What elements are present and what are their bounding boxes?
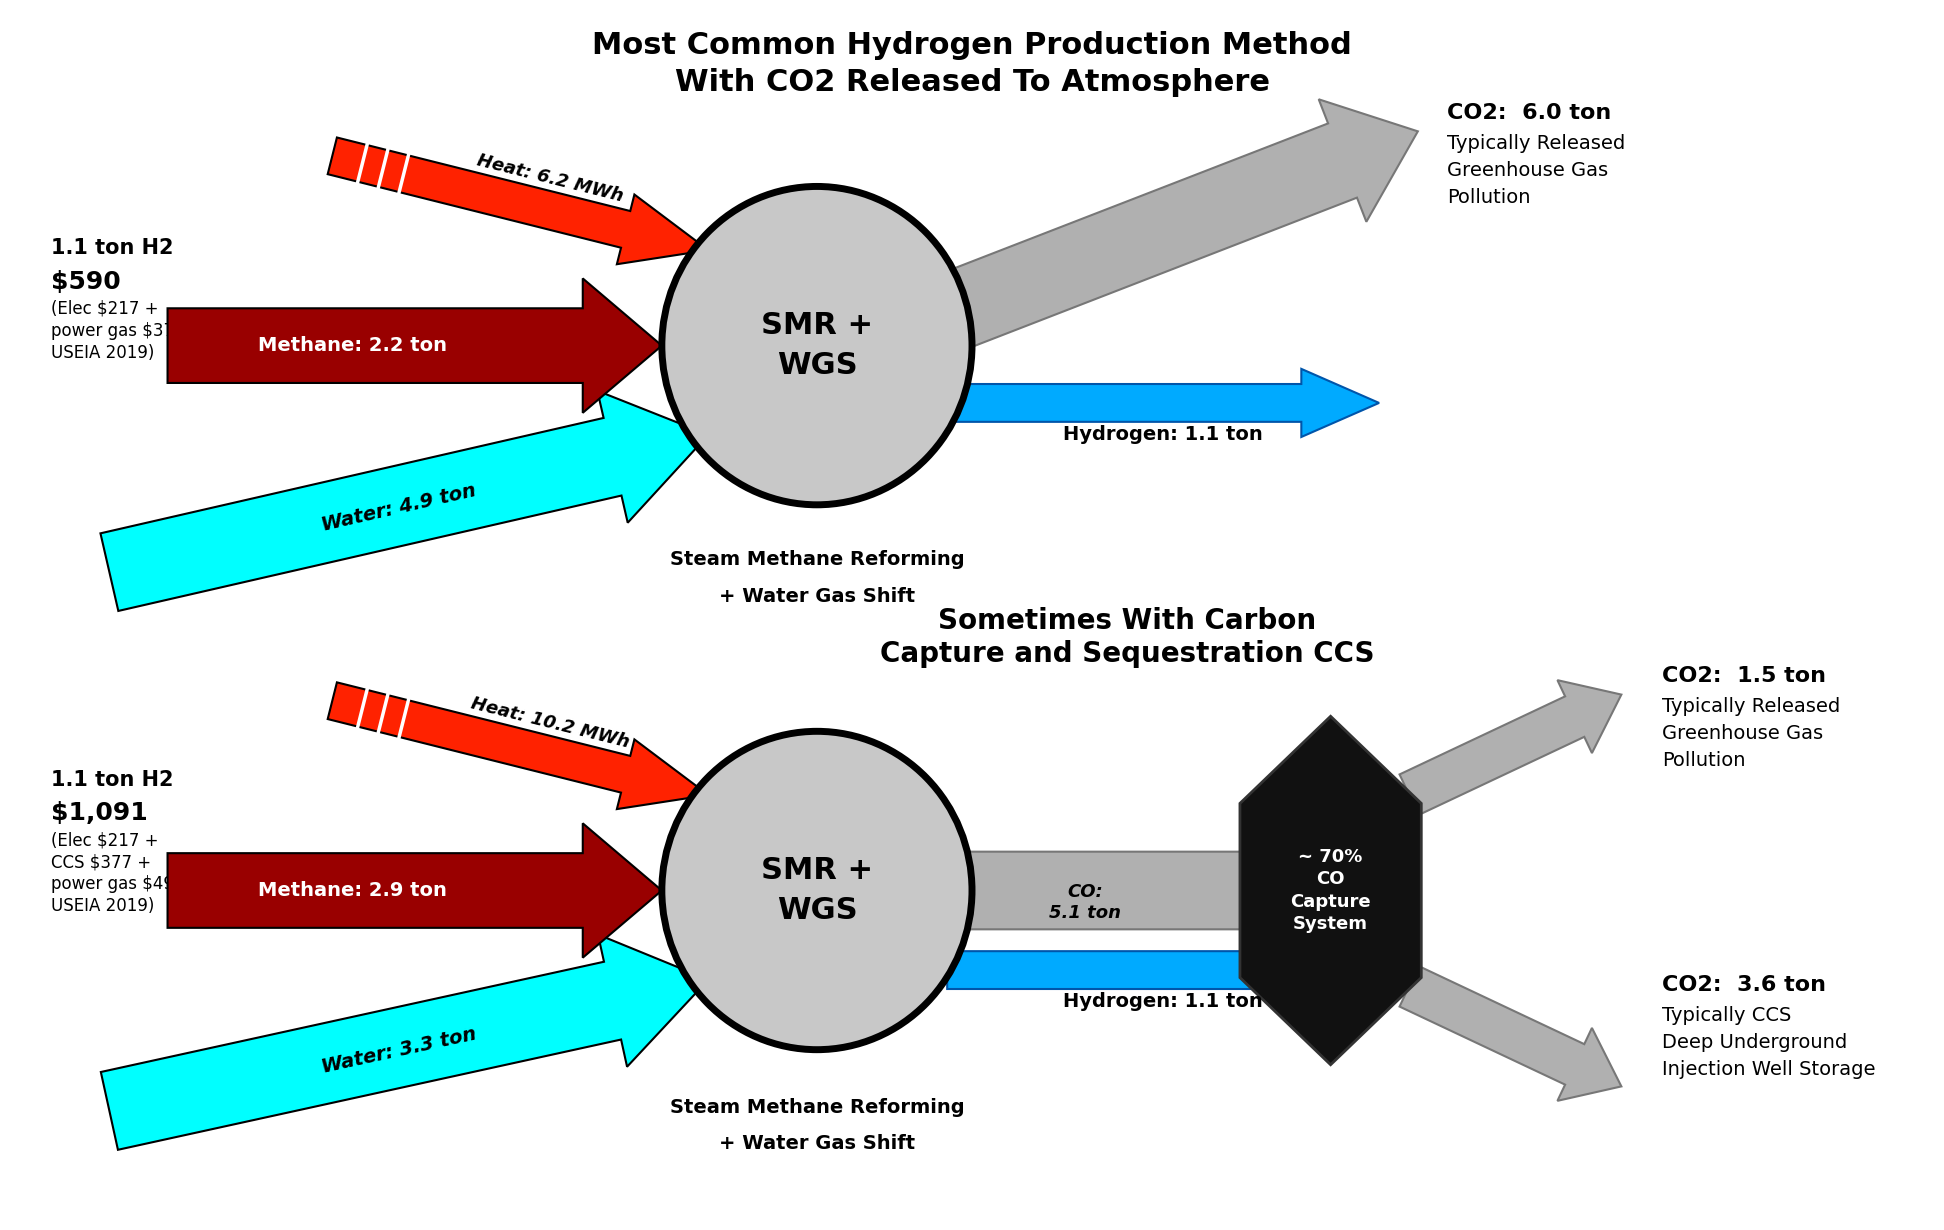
Polygon shape (101, 391, 708, 611)
Text: Hydrogen: 1.1 ton: Hydrogen: 1.1 ton (1063, 426, 1264, 444)
Text: Water: 4.9 ton: Water: 4.9 ton (321, 481, 478, 535)
Text: 1.1 ton H2: 1.1 ton H2 (51, 770, 173, 791)
Text: CO2:  6.0 ton: CO2: 6.0 ton (1446, 103, 1612, 123)
Text: $1,091: $1,091 (51, 802, 148, 825)
Polygon shape (947, 851, 1275, 930)
Text: Greenhouse Gas: Greenhouse Gas (1662, 724, 1823, 743)
Text: Typically CCS: Typically CCS (1662, 1006, 1792, 1025)
Text: Typically Released: Typically Released (1446, 134, 1625, 153)
Text: Capture and Sequestration CCS: Capture and Sequestration CCS (881, 640, 1374, 668)
Polygon shape (329, 683, 708, 809)
Text: Steam Methane Reforming: Steam Methane Reforming (669, 1097, 964, 1117)
Polygon shape (101, 935, 708, 1150)
Text: Greenhouse Gas: Greenhouse Gas (1446, 161, 1608, 180)
Text: CCS $377 +: CCS $377 + (51, 854, 152, 871)
Text: Steam Methane Reforming: Steam Methane Reforming (669, 550, 964, 569)
Polygon shape (167, 278, 661, 413)
Text: CO:
5.1 ton: CO: 5.1 ton (1050, 883, 1122, 921)
Text: Methane: 2.2 ton: Methane: 2.2 ton (259, 336, 447, 355)
Text: Heat: 10.2 MWh: Heat: 10.2 MWh (469, 695, 632, 752)
Text: Heat: 6.2 MWh: Heat: 6.2 MWh (474, 151, 626, 205)
Text: Methane: 2.9 ton: Methane: 2.9 ton (259, 881, 447, 900)
Polygon shape (167, 823, 661, 958)
Polygon shape (947, 936, 1378, 1004)
Text: Typically Released: Typically Released (1662, 697, 1841, 716)
Text: + Water Gas Shift: + Water Gas Shift (719, 587, 916, 606)
Text: Sometimes With Carbon: Sometimes With Carbon (939, 608, 1316, 635)
Text: (Elec $217 +: (Elec $217 + (51, 300, 159, 317)
Text: Deep Underground: Deep Underground (1662, 1033, 1847, 1052)
Text: Water: 3.3 ton: Water: 3.3 ton (319, 1025, 478, 1076)
Text: power gas $497: power gas $497 (51, 876, 185, 893)
Ellipse shape (661, 732, 972, 1049)
Text: USEIA 2019): USEIA 2019) (51, 898, 156, 915)
Text: Pollution: Pollution (1662, 752, 1746, 770)
Polygon shape (1400, 680, 1621, 815)
Polygon shape (329, 138, 708, 264)
Text: Hydrogen: 1.1 ton: Hydrogen: 1.1 ton (1063, 993, 1264, 1011)
Text: CO2:  3.6 ton: CO2: 3.6 ton (1662, 975, 1825, 995)
Polygon shape (933, 100, 1417, 351)
Text: SMR +
WGS: SMR + WGS (760, 856, 873, 925)
Text: 1.1 ton H2: 1.1 ton H2 (51, 237, 173, 257)
Text: $590: $590 (51, 269, 121, 294)
Text: With CO2 Released To Atmosphere: With CO2 Released To Atmosphere (675, 68, 1269, 97)
Text: ~ 70%
CO
Capture
System: ~ 70% CO Capture System (1291, 849, 1371, 932)
Text: (Elec $217 +: (Elec $217 + (51, 831, 159, 849)
Ellipse shape (661, 187, 972, 504)
Text: CO2:  1.5 ton: CO2: 1.5 ton (1662, 667, 1825, 686)
Text: Pollution: Pollution (1446, 188, 1530, 207)
Polygon shape (947, 369, 1378, 437)
Text: Most Common Hydrogen Production Method: Most Common Hydrogen Production Method (593, 31, 1351, 60)
Text: power gas $373: power gas $373 (51, 322, 185, 339)
Text: USEIA 2019): USEIA 2019) (51, 344, 156, 362)
Text: Injection Well Storage: Injection Well Storage (1662, 1060, 1876, 1079)
Text: SMR +
WGS: SMR + WGS (760, 311, 873, 380)
Polygon shape (1240, 716, 1421, 1065)
Polygon shape (1400, 966, 1621, 1101)
Text: + Water Gas Shift: + Water Gas Shift (719, 1134, 916, 1154)
